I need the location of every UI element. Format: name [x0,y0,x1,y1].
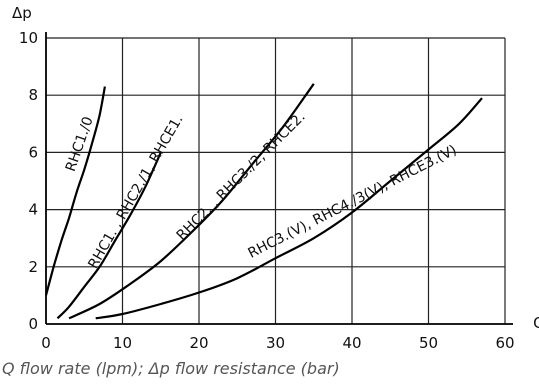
curve-label: RHC1. , RHC2./1, RHCE1. [85,112,186,271]
curve-line [44,86,106,296]
curve-line [68,83,315,320]
y-axis-label: Δp [12,4,32,22]
grid [46,37,506,324]
tick-labels: 0 10 20 30 40 50 60 0 2 4 6 8 10 Q Δp [12,4,539,352]
x-tick-label: 50 [419,334,438,352]
x-tick-label: 0 [41,334,51,352]
y-tick-label: 6 [28,143,38,161]
y-tick-label: 4 [28,201,38,219]
chart-caption: Q flow rate (lpm); Δp flow resistance (b… [2,359,340,378]
curve-line [95,97,483,320]
x-tick-label: 20 [189,334,208,352]
curve-line [56,151,162,320]
curve-label: RHC2. , RHC3./2, RHCE2. [174,109,309,244]
curves [44,83,483,320]
x-axis-label: Q [533,314,539,332]
y-tick-label: 0 [28,315,38,333]
x-tick-label: 60 [495,334,514,352]
x-tick-label: 10 [113,334,132,352]
x-tick-label: 30 [266,334,285,352]
axes [45,32,513,325]
y-tick-label: 8 [28,86,38,104]
y-tick-label: 10 [19,29,38,47]
y-tick-label: 2 [28,258,38,276]
x-tick-label: 40 [342,334,361,352]
